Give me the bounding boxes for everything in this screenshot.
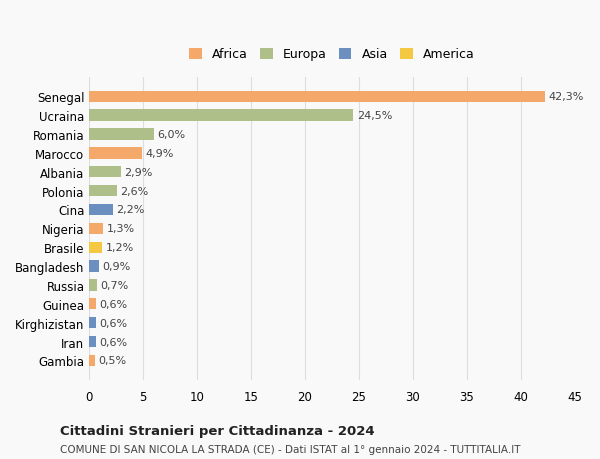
Text: 0,6%: 0,6% bbox=[99, 299, 127, 309]
Text: 2,9%: 2,9% bbox=[124, 168, 152, 177]
Text: 4,9%: 4,9% bbox=[145, 149, 173, 158]
Bar bbox=[89, 280, 97, 291]
Text: 0,7%: 0,7% bbox=[100, 280, 128, 291]
Text: 0,6%: 0,6% bbox=[99, 318, 127, 328]
Text: 24,5%: 24,5% bbox=[356, 111, 392, 121]
Bar bbox=[89, 336, 96, 347]
Bar bbox=[89, 91, 545, 103]
Bar bbox=[89, 129, 154, 140]
Text: 2,2%: 2,2% bbox=[116, 205, 145, 215]
Text: Cittadini Stranieri per Cittadinanza - 2024: Cittadini Stranieri per Cittadinanza - 2… bbox=[60, 425, 374, 437]
Text: 42,3%: 42,3% bbox=[548, 92, 584, 102]
Bar bbox=[89, 185, 117, 197]
Bar bbox=[89, 242, 102, 253]
Bar bbox=[89, 110, 353, 122]
Text: 2,6%: 2,6% bbox=[121, 186, 149, 196]
Text: 0,5%: 0,5% bbox=[98, 356, 126, 366]
Text: 0,9%: 0,9% bbox=[102, 262, 130, 271]
Text: COMUNE DI SAN NICOLA LA STRADA (CE) - Dati ISTAT al 1° gennaio 2024 - TUTTITALIA: COMUNE DI SAN NICOLA LA STRADA (CE) - Da… bbox=[60, 444, 521, 454]
Bar bbox=[89, 223, 103, 235]
Text: 6,0%: 6,0% bbox=[157, 130, 185, 140]
Bar bbox=[89, 167, 121, 178]
Text: 0,6%: 0,6% bbox=[99, 337, 127, 347]
Text: 1,3%: 1,3% bbox=[106, 224, 134, 234]
Bar bbox=[89, 317, 96, 329]
Bar bbox=[89, 148, 142, 159]
Text: 1,2%: 1,2% bbox=[106, 243, 134, 252]
Bar bbox=[89, 298, 96, 310]
Legend: Africa, Europa, Asia, America: Africa, Europa, Asia, America bbox=[185, 45, 478, 65]
Bar bbox=[89, 355, 95, 366]
Bar bbox=[89, 204, 113, 216]
Bar bbox=[89, 261, 99, 272]
